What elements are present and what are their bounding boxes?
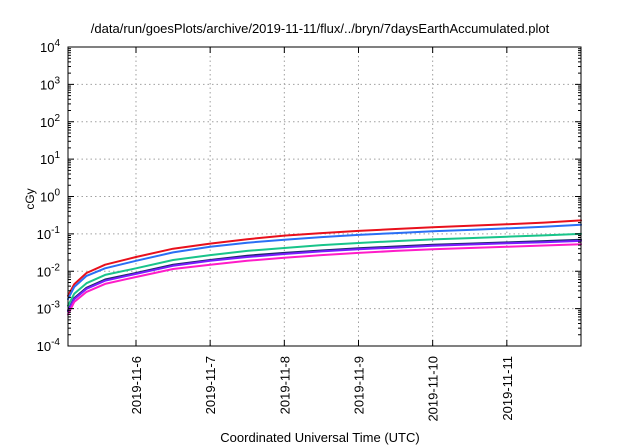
y-tick-label: 102 — [40, 113, 60, 130]
series-line-2 — [67, 223, 582, 301]
x-tick-label: 2019-11-8 — [277, 356, 292, 414]
x-tick-label: 2019-11-6 — [129, 356, 144, 414]
x-tick-label: 2019-11-10 — [426, 356, 441, 422]
series-lines — [67, 219, 582, 316]
x-axis-label: Coordinated Universal Time (UTC) — [220, 430, 420, 445]
tick-labels: 10-4 10-3 10-2 10-1 100 101 102 103 104 2019-11-6… — [37, 38, 515, 422]
x-tick-label: 2019-11-9 — [351, 356, 366, 414]
x-tick-label: 2019-11-11 — [500, 356, 515, 421]
series-line-3 — [67, 232, 582, 307]
y-tick-label: 101 — [40, 150, 60, 167]
x-tick-label: 2019-11-7 — [203, 356, 218, 414]
chart-title: /data/run/goesPlots/archive/2019-11-11/f… — [90, 21, 550, 36]
series-line-1 — [67, 219, 582, 297]
y-tick-label: 104 — [40, 38, 60, 55]
y-tick-label: 100 — [40, 188, 60, 205]
y-tick-label: 10-2 — [37, 262, 61, 279]
grid-lines — [68, 47, 581, 346]
series-line-5 — [67, 239, 582, 313]
y-tick-label: 103 — [40, 75, 60, 92]
axes — [67, 46, 582, 347]
y-tick-label: 10-3 — [37, 300, 61, 317]
y-tick-label: 10-4 — [37, 337, 61, 354]
y-tick-label: 10-1 — [37, 225, 61, 242]
series-line-6 — [67, 243, 582, 316]
plot-frame — [67, 46, 582, 347]
